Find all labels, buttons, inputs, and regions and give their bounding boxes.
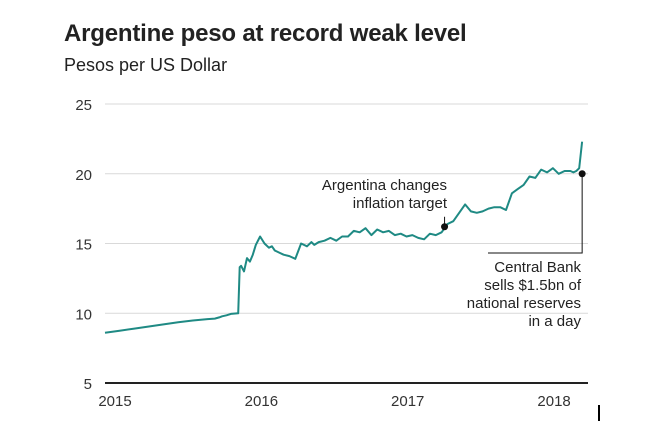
annotation-central-bank-line-4: in a day	[528, 313, 581, 330]
annotation-inflation-target-line-2: inflation target	[353, 195, 448, 212]
x-axis-tick-labels: 2015 2016 2017 2018	[98, 393, 570, 410]
y-tick-label-25: 25	[75, 97, 92, 114]
y-tick-label-5: 5	[84, 376, 92, 393]
annotation-leader-central-bank	[488, 173, 583, 254]
text-cursor	[598, 405, 600, 421]
x-tick-label-2017: 2017	[391, 393, 424, 410]
x-tick-label-2016: 2016	[245, 393, 278, 410]
y-tick-label-20: 20	[75, 167, 92, 184]
annotation-inflation-target-line-1: Argentina changes	[322, 177, 447, 194]
chart-subtitle: Pesos per US Dollar	[64, 55, 228, 75]
y-tick-label-10: 10	[75, 306, 92, 323]
gridlines	[105, 103, 588, 314]
y-axis-tick-labels: 5 10 15 20 25	[75, 97, 92, 393]
y-tick-label-15: 15	[75, 237, 92, 254]
x-tick-label-2015: 2015	[98, 393, 131, 410]
chart-title: Argentine peso at record weak level	[64, 20, 467, 47]
annotation-central-bank-line-2: sells $1.5bn of	[484, 277, 582, 294]
annotation-central-bank-line-3: national reserves	[467, 295, 581, 312]
series-line	[104, 141, 584, 334]
annotation-central-bank-line-1: Central Bank	[494, 259, 581, 276]
x-tick-label-2018: 2018	[537, 393, 570, 410]
